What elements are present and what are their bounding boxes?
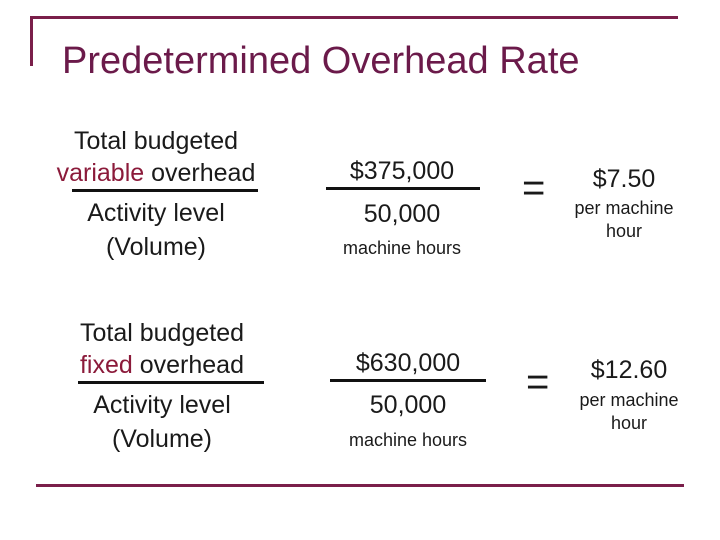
frame-top-border bbox=[30, 16, 678, 19]
variable-denominator-line2: (Volume) bbox=[105, 233, 207, 261]
fixed-denominator-value: 50,000 bbox=[369, 391, 447, 419]
fixed-result-unit-line2: hour bbox=[610, 413, 648, 433]
variable-label-line2: variable overhead bbox=[40, 158, 272, 188]
variable-value-fraction-bar bbox=[326, 187, 480, 190]
fixed-denominator-line2: (Volume) bbox=[111, 425, 213, 453]
frame-left-border bbox=[30, 16, 33, 66]
fixed-denominator-line1: Activity level bbox=[93, 391, 231, 419]
variable-result-unit-line2: hour bbox=[605, 221, 643, 241]
frame-bottom-border bbox=[36, 484, 684, 487]
fixed-value-fraction-bar bbox=[330, 379, 486, 382]
fixed-label-line2: fixed overhead bbox=[46, 350, 278, 380]
fixed-denominator-unit: machine hours bbox=[348, 430, 468, 450]
variable-label-line1: Total budgeted bbox=[73, 127, 239, 155]
fixed-label-rest: overhead bbox=[132, 351, 244, 379]
fixed-result-unit-line1: per machine bbox=[579, 390, 679, 410]
fixed-fraction-bar bbox=[78, 381, 264, 384]
variable-denominator-unit: machine hours bbox=[342, 238, 462, 258]
variable-result-value: $7.50 bbox=[592, 165, 656, 193]
slide-title: Predetermined Overhead Rate bbox=[62, 40, 580, 82]
variable-equals-sign: = bbox=[522, 166, 546, 210]
variable-denominator-line1: Activity level bbox=[87, 199, 225, 227]
variable-label-rest: overhead bbox=[144, 159, 256, 187]
fixed-label-line1: Total budgeted bbox=[79, 319, 245, 347]
fixed-numerator-value: $630,000 bbox=[355, 349, 461, 377]
fixed-result-value: $12.60 bbox=[590, 356, 668, 384]
variable-numerator-value: $375,000 bbox=[349, 157, 455, 185]
variable-result-unit-line1: per machine bbox=[574, 198, 674, 218]
fixed-accent-word: fixed bbox=[79, 351, 133, 379]
variable-denominator-value: 50,000 bbox=[363, 200, 441, 228]
fixed-equals-sign: = bbox=[526, 360, 550, 404]
variable-accent-word: variable bbox=[56, 159, 145, 187]
variable-fraction-bar bbox=[72, 189, 258, 192]
